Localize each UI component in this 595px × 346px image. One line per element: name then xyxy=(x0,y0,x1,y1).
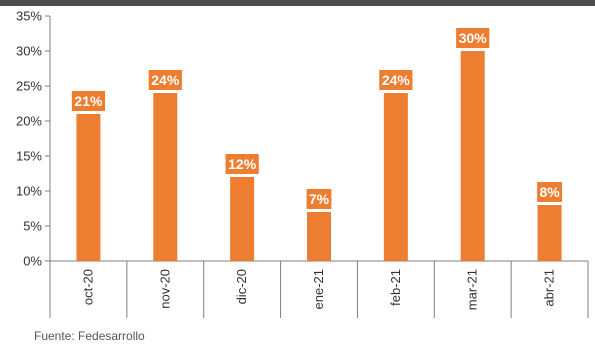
x-tick-label: oct-20 xyxy=(80,269,95,305)
data-label-box xyxy=(306,189,332,209)
bar-abr-21 xyxy=(537,205,562,261)
top-rule xyxy=(0,0,595,6)
x-tick-label: dic-20 xyxy=(234,269,249,304)
y-tick-label: 15% xyxy=(16,149,42,164)
bar-ene-21 xyxy=(307,212,331,261)
x-tick-label: mar-21 xyxy=(465,269,480,310)
y-tick-label: 30% xyxy=(16,44,42,59)
data-label: 12% xyxy=(228,156,257,172)
data-label: 24% xyxy=(151,72,180,88)
y-tick-label: 35% xyxy=(16,9,42,24)
bars xyxy=(76,51,562,261)
bar-feb-21 xyxy=(383,93,408,261)
data-label-box xyxy=(379,70,413,90)
y-axis: 0% 5% 10% 15% 20% 25% 30% 35% xyxy=(16,9,51,269)
data-labels: 21% 24% 12% 7% 24% 30% 8% xyxy=(71,28,562,209)
x-axis: oct-20 nov-20 dic-20 ene-21 feb-21 mar-21 abr-… xyxy=(49,260,589,318)
data-label: 7% xyxy=(309,191,330,207)
source-note: Fuente: Fedesarrollo xyxy=(34,329,145,343)
x-tick-label: feb-21 xyxy=(388,269,403,306)
data-label: 24% xyxy=(382,72,411,88)
y-tick-label: 0% xyxy=(23,254,42,269)
bar-dic-20 xyxy=(230,177,255,261)
data-label: 21% xyxy=(74,93,103,109)
data-label: 30% xyxy=(459,30,488,46)
data-label-box xyxy=(148,70,182,90)
data-label: 8% xyxy=(539,184,560,200)
data-label-box xyxy=(71,91,106,111)
data-label-box xyxy=(537,182,562,202)
x-tick-label: abr-21 xyxy=(542,269,557,307)
data-label-box xyxy=(456,28,490,48)
x-tick-label: nov-20 xyxy=(157,269,172,309)
y-tick-label: 5% xyxy=(23,219,42,234)
y-tick-label: 20% xyxy=(16,114,42,129)
data-label-box xyxy=(225,154,259,174)
bar-nov-20 xyxy=(153,93,178,261)
bar-oct-20 xyxy=(76,114,101,261)
bar-mar-21 xyxy=(460,51,485,261)
y-tick-label: 25% xyxy=(16,79,42,94)
x-tick-label: ene-21 xyxy=(311,269,326,309)
y-tick-label: 10% xyxy=(16,184,42,199)
